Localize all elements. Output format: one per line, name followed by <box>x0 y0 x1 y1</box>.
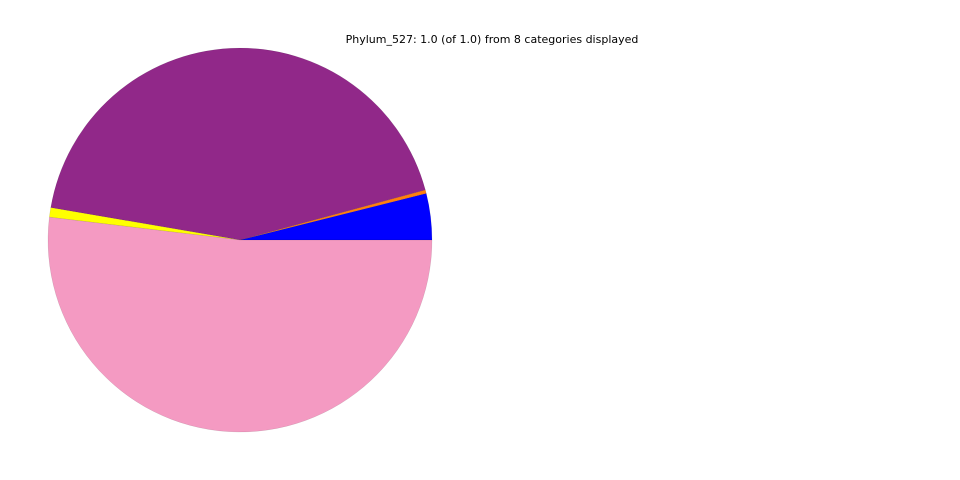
pie-slice-4 <box>47 216 433 433</box>
pie-slice-1 <box>239 189 427 241</box>
chart-title: Phylum_527: 1.0 (of 1.0) from 8 categori… <box>345 33 639 46</box>
pie-slice-0 <box>239 193 433 241</box>
pie-slice-3 <box>49 207 241 241</box>
pie-slice-2 <box>50 47 426 241</box>
